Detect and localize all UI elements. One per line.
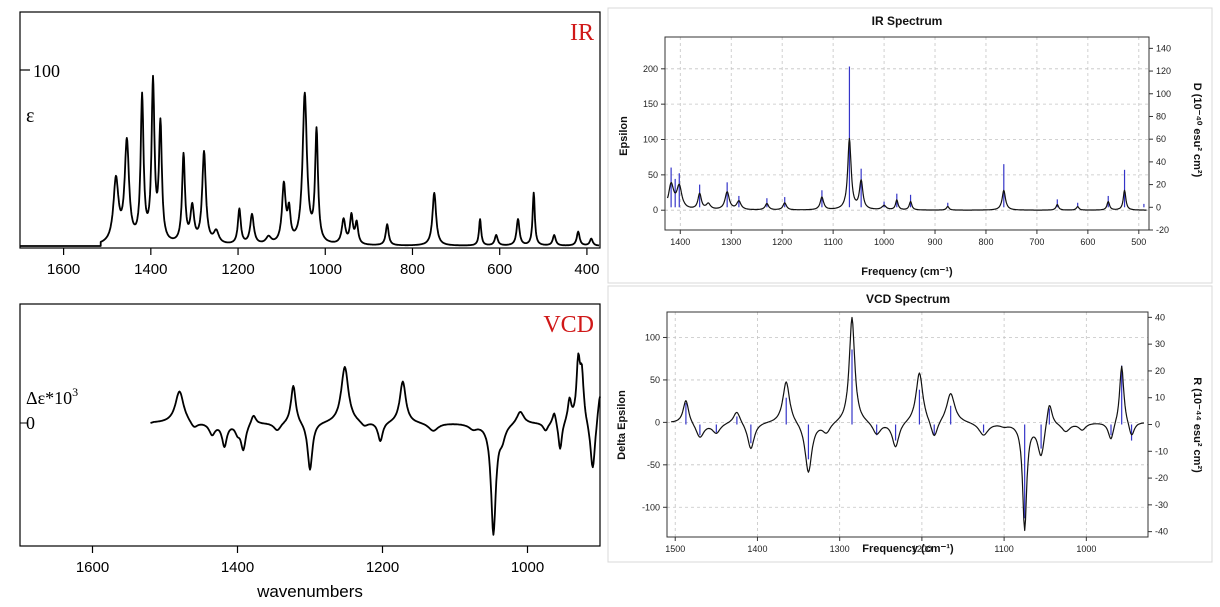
calc-vcd-y-tick-label: 0 <box>655 417 660 427</box>
exp-vcd-y-axis-symbol: Δε*103 <box>26 385 78 408</box>
calc-ir-x-tick-label: 1400 <box>670 237 690 247</box>
calc-ir-x-tick-label: 700 <box>1029 237 1044 247</box>
calc-ir-x-tick-label: 500 <box>1131 237 1146 247</box>
exp-ir-y-tick-label: 100 <box>33 61 60 81</box>
exp-vcd-corner-label: VCD <box>543 312 594 338</box>
exp-vcd-chart: VCD Δε*103 0 1600 1400 1200 1000 wavenumber… <box>19 303 601 601</box>
calc-ir-y2-tick-label: 120 <box>1156 66 1171 76</box>
exp-vcd-x-tick-label: 1400 <box>221 559 254 576</box>
calc-vcd-y2-tick-label: -10 <box>1155 446 1168 456</box>
calc-ir-spectrum-line <box>666 137 1147 211</box>
calc-vcd-x-tick-label: 1300 <box>830 544 850 554</box>
calc-ir-y2-tick-label: -20 <box>1156 225 1169 235</box>
calc-vcd-x-tick-label: 1100 <box>994 544 1013 554</box>
exp-vcd-x-tick-label: 1000 <box>511 559 544 576</box>
exp-ir-x-tick-label: 1600 <box>47 261 80 278</box>
exp-ir-plot-frame <box>19 11 601 249</box>
calc-vcd-y2-tick-label: -20 <box>1155 473 1168 483</box>
exp-vcd-y-symbol-superscript: 3 <box>72 385 78 399</box>
calc-vcd-stick-spectrum <box>685 349 1133 519</box>
calc-ir-x-tick-label: 1000 <box>874 237 894 247</box>
calc-ir-axes: 1400 1300 1200 1100 1000 900 800 700 600 50005010… <box>643 43 1171 247</box>
exp-ir-y-axis-symbol: ε <box>26 105 34 127</box>
calc-vcd-y2-tick-label: 30 <box>1155 339 1165 349</box>
exp-ir-x-tick-label: 600 <box>487 261 512 278</box>
calc-vcd-y2-axis-label: R (10⁻⁴⁴ esu² cm²) <box>1191 377 1203 473</box>
calc-ir-y2-tick-label: 80 <box>1156 111 1166 121</box>
calc-vcd-x-tick-label: 1000 <box>1076 544 1096 554</box>
exp-ir-x-tick-label: 800 <box>400 261 425 278</box>
exp-vcd-spectrum-line <box>150 352 601 536</box>
calc-ir-x-tick-label: 1300 <box>721 237 741 247</box>
calc-ir-x-tick-label: 900 <box>928 237 943 247</box>
exp-vcd-plot-frame <box>19 303 601 547</box>
calc-ir-x-axis-label: Frequency (cm⁻¹) <box>861 266 953 278</box>
calc-vcd-x-axis-label: Frequency (cm⁻¹) <box>862 543 954 555</box>
calc-ir-y-tick-label: 0 <box>653 205 658 215</box>
calc-ir-gridlines <box>665 37 1149 230</box>
calc-vcd-axes: 1500 1400 1300 1200 1100 1000-100-50050100-40… <box>642 312 1168 554</box>
calc-vcd-x-tick-label: 1400 <box>747 544 767 554</box>
calc-vcd-spectrum-line <box>671 316 1144 532</box>
calc-vcd-gridlines <box>667 312 1148 537</box>
exp-ir-x-tick-label: 1400 <box>134 261 167 278</box>
calc-vcd-y2-tick-label: 0 <box>1155 420 1160 430</box>
exp-vcd-y-symbol-base: Δε*10 <box>26 388 72 408</box>
calc-ir-x-tick-label: 600 <box>1080 237 1095 247</box>
calc-vcd-panel-background <box>607 285 1213 563</box>
exp-ir-x-tick-label: 1000 <box>309 261 342 278</box>
calc-vcd-y2-tick-label: 10 <box>1155 393 1165 403</box>
exp-ir-chart: IR 100 ε 1600 1400 1200 1000 800 600 400 <box>19 11 601 278</box>
calc-vcd-y2-tick-label: 40 <box>1155 312 1165 322</box>
calc-ir-x-tick-label: 1100 <box>823 237 842 247</box>
calc-vcd-y2-tick-label: -40 <box>1155 527 1168 537</box>
calc-vcd-x-tick-label: 1200 <box>912 544 932 554</box>
exp-ir-x-tick-label: 400 <box>574 261 599 278</box>
calc-vcd-chart: VCD Spectrum 1500 1400 1300 1200 1100 1000-10… <box>607 285 1213 563</box>
exp-ir-corner-label: IR <box>570 20 594 46</box>
calc-vcd-y-axis-label: Delta Epsilon <box>616 390 628 460</box>
calc-ir-x-tick-label: 1200 <box>772 237 792 247</box>
exp-vcd-x-axis: 1600 1400 1200 1000 <box>76 546 544 576</box>
calc-ir-y-tick-label: 150 <box>643 99 658 109</box>
calc-ir-y2-tick-label: 100 <box>1156 89 1171 99</box>
exp-ir-x-axis: 1600 1400 1200 1000 800 600 400 <box>47 248 599 278</box>
calc-vcd-title: VCD Spectrum <box>866 292 950 306</box>
calc-ir-y-tick-label: 200 <box>643 64 658 74</box>
calc-ir-title: IR Spectrum <box>872 14 943 28</box>
calc-ir-y2-tick-label: 0 <box>1156 202 1161 212</box>
calc-vcd-y2-tick-label: 20 <box>1155 366 1165 376</box>
calc-ir-y2-tick-label: 60 <box>1156 134 1166 144</box>
exp-ir-x-tick-label: 1200 <box>221 261 254 278</box>
calc-ir-y2-axis-label: D (10⁻⁴⁰ esu² cm²) <box>1191 83 1203 178</box>
calc-ir-chart: IR Spectrum 1400 1300 1200 1100 1000 900 800 70… <box>607 7 1213 284</box>
calc-vcd-y-tick-label: 100 <box>645 332 660 342</box>
exp-vcd-x-tick-label: 1200 <box>366 559 399 576</box>
calc-ir-y2-tick-label: 20 <box>1156 180 1166 190</box>
exp-vcd-x-tick-label: 1600 <box>76 559 109 576</box>
calc-vcd-x-tick-label: 1500 <box>665 544 685 554</box>
calc-ir-y2-tick-label: 140 <box>1156 43 1171 53</box>
exp-vcd-x-axis-label: wavenumbers <box>256 582 363 601</box>
calc-ir-x-tick-label: 800 <box>978 237 993 247</box>
calc-ir-plot-frame <box>664 36 1150 231</box>
calc-ir-y-axis-label: Epsilon <box>618 116 630 156</box>
calc-ir-stick-spectrum <box>670 66 1145 208</box>
exp-ir-spectrum-line <box>20 74 600 247</box>
calc-ir-y2-tick-label: 40 <box>1156 157 1166 167</box>
calc-ir-y-tick-label: 50 <box>648 170 658 180</box>
calc-ir-y-tick-label: 100 <box>643 135 658 145</box>
calc-vcd-y-tick-label: -100 <box>642 502 660 512</box>
calc-vcd-y-tick-label: 50 <box>650 375 660 385</box>
calc-ir-panel-background <box>607 7 1213 284</box>
calc-vcd-y2-tick-label: -30 <box>1155 500 1168 510</box>
calc-vcd-y-tick-label: -50 <box>647 460 660 470</box>
exp-vcd-y-zero-label: 0 <box>26 413 35 433</box>
